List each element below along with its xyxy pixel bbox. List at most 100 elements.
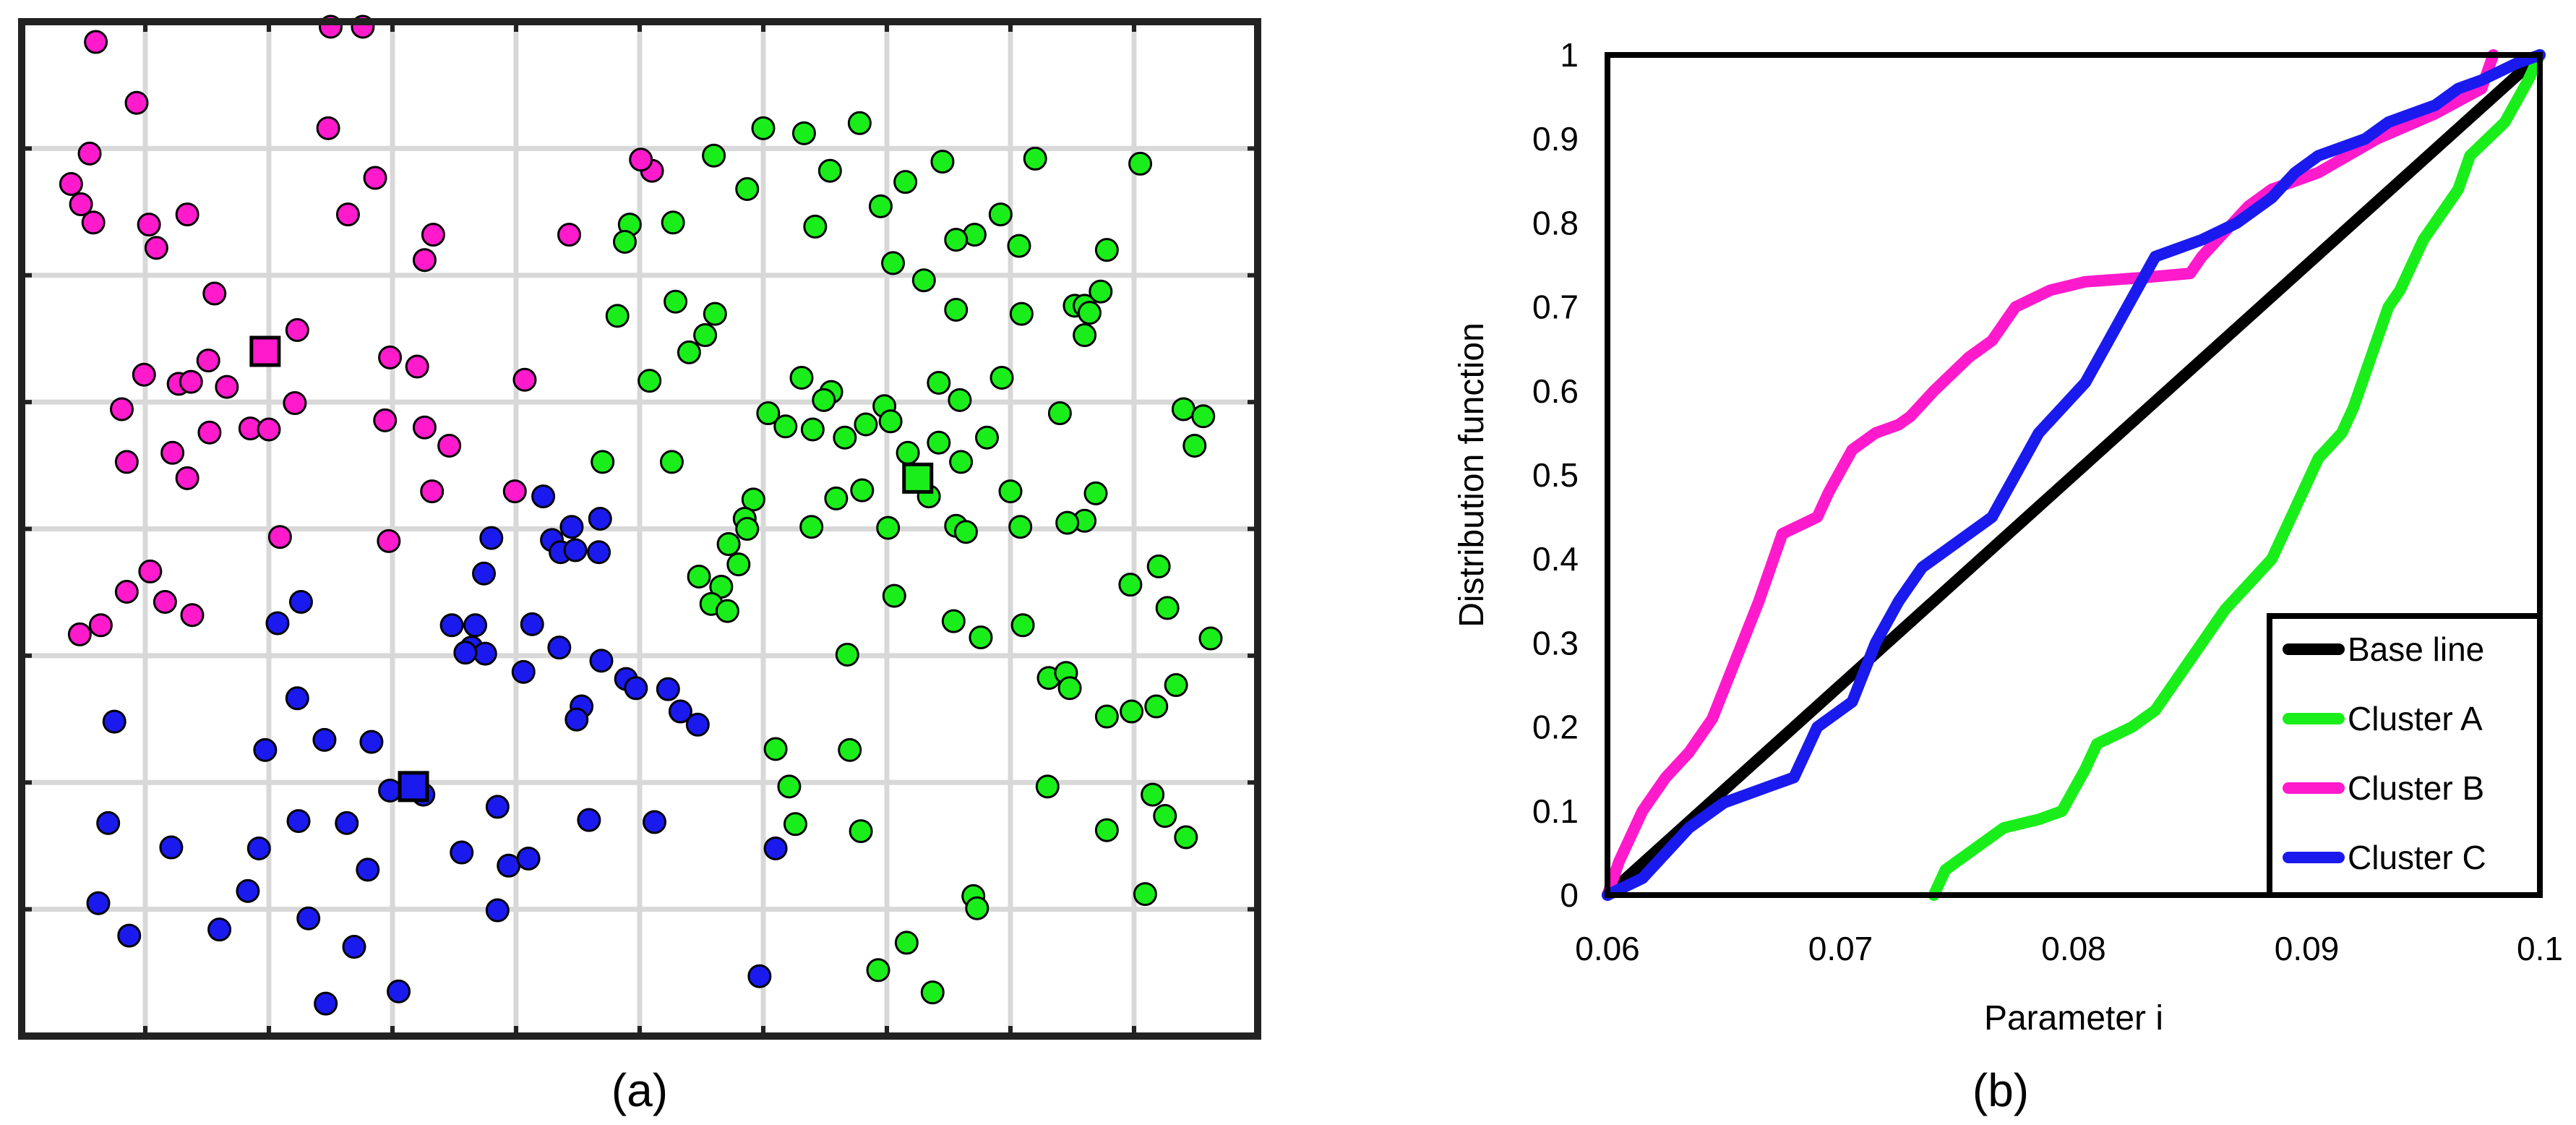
scatter-point bbox=[800, 417, 825, 442]
legend-label: Cluster C bbox=[2348, 839, 2486, 876]
scatter-point bbox=[941, 609, 966, 633]
scatter-point bbox=[110, 397, 134, 422]
scatter-point bbox=[1191, 404, 1216, 429]
scatter-point bbox=[703, 301, 727, 326]
scatter-point bbox=[587, 540, 611, 565]
panel-b-line-chart: 00.10.20.30.40.50.60.70.80.91 0.06 0.07 0.… bbox=[1453, 36, 2563, 1116]
scatter-point bbox=[547, 636, 572, 660]
scatter-point bbox=[726, 552, 751, 577]
scatter-point bbox=[485, 898, 510, 923]
scatter-point bbox=[412, 248, 437, 273]
scatter-point bbox=[1146, 554, 1171, 578]
scatter-point bbox=[564, 707, 589, 732]
x-tick-label: 0.06 bbox=[1575, 930, 1640, 967]
scatter-point bbox=[511, 659, 536, 684]
scatter-point bbox=[285, 686, 309, 711]
scatter-point bbox=[833, 425, 857, 450]
scatter-point bbox=[629, 147, 653, 172]
scatter-point bbox=[472, 561, 497, 586]
scatter-point bbox=[497, 853, 521, 878]
scatter-point bbox=[437, 433, 462, 458]
scatter-point bbox=[927, 370, 951, 395]
scatter-point bbox=[659, 450, 684, 474]
y-tick-label: 1 bbox=[1560, 36, 1579, 74]
scatter-point bbox=[751, 116, 776, 140]
scatter-point bbox=[77, 141, 102, 166]
scatter-point bbox=[1153, 804, 1177, 829]
scatter-point bbox=[283, 391, 307, 416]
scatter-point bbox=[1094, 238, 1119, 262]
scatter-point bbox=[747, 964, 772, 988]
scatter-point bbox=[1083, 481, 1108, 505]
scatter-point bbox=[557, 223, 582, 247]
scatter-point bbox=[735, 517, 760, 541]
panel-b-y-axis-title: Distribution function bbox=[1453, 322, 1491, 628]
legend-label: Base line bbox=[2348, 630, 2484, 668]
scatter-point bbox=[854, 412, 878, 437]
scatter-point bbox=[175, 466, 199, 490]
series-line-cluster-c bbox=[1602, 49, 2546, 901]
legend-label: Cluster A bbox=[2348, 700, 2483, 737]
scatter-point bbox=[965, 896, 989, 920]
scatter-point bbox=[1077, 301, 1102, 325]
scatter-point bbox=[763, 836, 788, 860]
scatter-point bbox=[988, 202, 1013, 227]
x-tick-label: 0.08 bbox=[2041, 930, 2106, 967]
scatter-point bbox=[1035, 774, 1060, 799]
y-tick-label: 0.4 bbox=[1532, 540, 1579, 578]
scatter-point bbox=[421, 223, 445, 247]
scatter-point bbox=[102, 709, 126, 734]
scatter-point bbox=[789, 365, 814, 390]
scatter-point bbox=[894, 931, 919, 955]
scatter-point bbox=[81, 210, 106, 235]
scatter-point bbox=[588, 506, 612, 531]
scatter-point bbox=[69, 192, 93, 217]
scatter-point bbox=[502, 479, 527, 504]
panel-a-points bbox=[59, 14, 1223, 1016]
panel-b-x-axis-title: Parameter i bbox=[1984, 999, 2163, 1038]
scatter-point bbox=[1144, 694, 1169, 719]
scatter-point bbox=[803, 214, 828, 239]
panel-b-frame bbox=[1605, 52, 2543, 898]
scatter-point bbox=[605, 304, 630, 328]
scatter-point bbox=[1164, 673, 1188, 698]
scatter-point bbox=[267, 525, 292, 549]
scatter-point bbox=[881, 251, 906, 275]
panel-b-x-tick-labels: 0.06 0.07 0.08 0.09 0.1 bbox=[1575, 930, 2563, 967]
scatter-point bbox=[969, 625, 993, 650]
scatter-point bbox=[236, 878, 260, 903]
panel-a-frame bbox=[18, 18, 1261, 1040]
scatter-point bbox=[1141, 782, 1165, 807]
scatter-point bbox=[512, 367, 537, 392]
scatter-point bbox=[1182, 433, 1207, 458]
scatter-point bbox=[312, 727, 337, 752]
scatter-point bbox=[114, 579, 139, 604]
scatter-point bbox=[378, 345, 403, 369]
scatter-point bbox=[207, 917, 232, 942]
scatter-point bbox=[563, 538, 588, 562]
scatter-point bbox=[196, 348, 220, 373]
scatter-point bbox=[1174, 825, 1198, 850]
scatter-point bbox=[412, 415, 437, 440]
scatter-point bbox=[849, 819, 873, 844]
y-tick-label: 0.1 bbox=[1532, 792, 1579, 830]
scatter-point bbox=[202, 281, 227, 306]
scatter-point bbox=[453, 641, 478, 665]
scatter-point bbox=[114, 450, 139, 474]
scatter-point bbox=[160, 440, 185, 465]
scatter-point bbox=[668, 699, 692, 724]
scatter-point bbox=[927, 430, 951, 455]
scatter-point bbox=[835, 642, 859, 667]
scatter-point bbox=[930, 150, 955, 174]
scatter-point bbox=[612, 229, 637, 254]
scatter-point bbox=[591, 450, 615, 474]
x-tick-label: 0.07 bbox=[1808, 930, 1873, 967]
scatter-point bbox=[589, 649, 614, 673]
scatter-point bbox=[998, 479, 1023, 504]
panel-b-series-lines bbox=[1602, 49, 2546, 901]
scatter-point bbox=[850, 478, 875, 502]
cluster-centroid-marker bbox=[398, 771, 429, 803]
scatter-point bbox=[67, 622, 92, 646]
scatter-point bbox=[342, 935, 366, 959]
scatter-point bbox=[1128, 151, 1153, 176]
